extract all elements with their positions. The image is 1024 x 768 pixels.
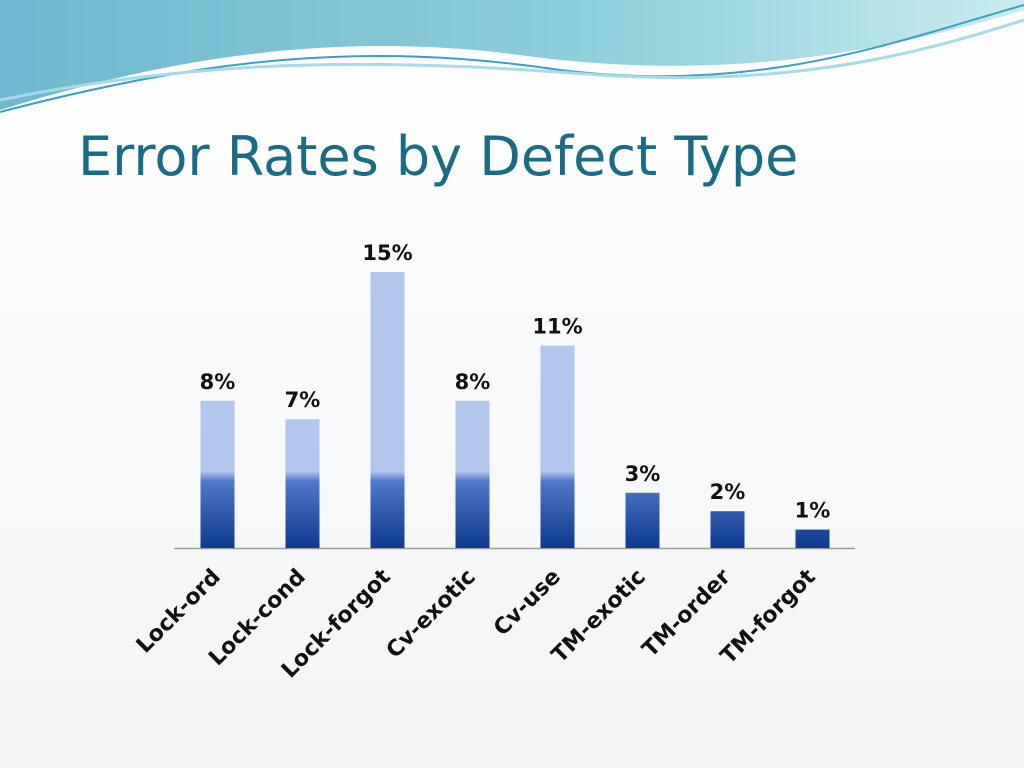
value-label: 11%	[532, 315, 582, 339]
bar	[625, 492, 660, 548]
bar	[540, 345, 575, 548]
bar	[200, 400, 235, 548]
value-label: 7%	[285, 388, 321, 412]
header-wave	[0, 0, 1024, 110]
bar	[285, 419, 320, 548]
value-label: 8%	[200, 370, 236, 394]
bar	[795, 529, 830, 548]
bar	[455, 400, 490, 548]
value-label: 3%	[625, 462, 661, 486]
chart-title: Error Rates by Defect Type	[78, 125, 798, 188]
value-label: 15%	[362, 241, 412, 265]
value-label: 1%	[795, 499, 831, 523]
bar	[370, 272, 405, 548]
value-label: 8%	[455, 370, 491, 394]
bar	[710, 511, 745, 548]
wave-line	[0, 18, 1024, 102]
value-label: 2%	[710, 480, 746, 504]
